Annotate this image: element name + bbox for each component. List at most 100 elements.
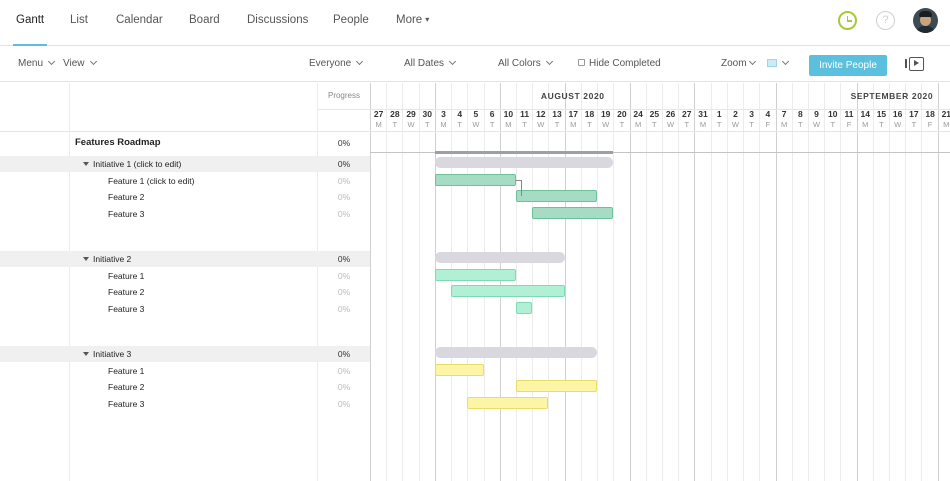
day-number: 29	[406, 109, 416, 119]
row-progress: 0%	[337, 398, 351, 409]
task-bar[interactable]	[532, 206, 614, 219]
hide-completed-toggle[interactable]: Hide Completed	[578, 46, 661, 82]
day-number: 3	[749, 109, 755, 119]
color-swatch	[767, 59, 777, 67]
day-number: 26	[665, 109, 676, 119]
row-progress: 0%	[337, 138, 351, 148]
row-progress: 0%	[337, 287, 351, 298]
task-name[interactable]: Feature 3	[108, 208, 144, 220]
dependency-connector	[515, 179, 521, 181]
day-number: 17	[909, 109, 919, 119]
group-name[interactable]: Initiative 1 (click to edit)	[83, 158, 181, 170]
colors-filter[interactable]: All Colors	[498, 46, 553, 82]
everyone-filter[interactable]: Everyone	[309, 46, 364, 82]
task-name[interactable]: Feature 2	[108, 381, 144, 393]
grid-line	[69, 83, 70, 481]
tab-calendar[interactable]: Calendar	[116, 14, 163, 26]
weekday-letter: T	[911, 120, 917, 129]
task-name[interactable]: Feature 3	[108, 398, 144, 410]
invite-people-button[interactable]: Invite People	[809, 55, 887, 76]
row-label: Feature 3	[108, 398, 145, 409]
project-name[interactable]: Features Roadmap	[75, 137, 161, 149]
grid-line	[565, 83, 566, 481]
color-swatch-dropdown[interactable]	[767, 46, 790, 82]
row-label: Initiative 1 (click to edit)	[93, 159, 182, 170]
weekday-letter: T	[489, 120, 495, 129]
task-bar[interactable]	[515, 380, 598, 393]
weekday-letter: W	[537, 120, 545, 129]
task-bar[interactable]	[451, 285, 565, 298]
task-name[interactable]: Feature 3	[108, 303, 144, 315]
task-bar[interactable]	[434, 173, 516, 186]
dates-filter[interactable]: All Dates	[404, 46, 457, 82]
task-bar[interactable]	[467, 396, 549, 409]
tab-board[interactable]: Board	[189, 14, 220, 26]
group-summary-bar[interactable]	[434, 157, 614, 169]
help-icon[interactable]: ?	[876, 11, 895, 30]
day-number: 17	[568, 109, 578, 119]
grid-line	[402, 83, 403, 481]
day-number: 8	[797, 109, 803, 119]
collapse-triangle-icon[interactable]	[83, 257, 89, 262]
header-divider	[318, 109, 950, 110]
row-label: Initiative 3	[93, 349, 132, 360]
group-name[interactable]: Initiative 2	[83, 253, 131, 265]
task-name[interactable]: Feature 1	[108, 365, 144, 377]
day-number: 16	[892, 109, 903, 119]
chevron-down-icon	[356, 57, 364, 66]
tab-list[interactable]: List	[70, 14, 88, 26]
chevron-down-icon	[781, 57, 790, 66]
collapse-triangle-icon[interactable]	[83, 352, 89, 357]
tab-people[interactable]: People	[333, 14, 369, 26]
weekday-letter: W	[731, 120, 739, 129]
clock-icon[interactable]	[838, 11, 857, 30]
group-name[interactable]: Initiative 3	[83, 348, 131, 360]
task-name[interactable]: Feature 1 (click to edit)	[108, 175, 194, 187]
task-bar[interactable]	[515, 301, 533, 314]
grid-line	[581, 83, 582, 481]
day-column-header: 14 M	[857, 109, 873, 130]
dependency-connector	[520, 179, 522, 197]
avatar[interactable]	[913, 8, 938, 33]
row-progress: 0%	[337, 365, 351, 376]
grid-line	[792, 83, 793, 481]
grid-line	[532, 83, 533, 481]
tab-gantt[interactable]: Gantt	[12, 0, 48, 46]
row-label: Feature 1	[108, 365, 145, 376]
grid-line	[808, 83, 809, 481]
group-summary-bar[interactable]	[434, 252, 565, 264]
task-bar[interactable]	[434, 363, 484, 376]
grid-line	[646, 83, 647, 481]
everyone-label: Everyone	[309, 58, 352, 69]
group-summary-bar[interactable]	[434, 347, 598, 359]
day-number: 30	[422, 109, 432, 119]
hide-completed-checkbox[interactable]	[578, 59, 585, 66]
row-progress: 0%	[337, 208, 351, 219]
weekday-letter: T	[554, 120, 560, 129]
collapse-triangle-icon[interactable]	[83, 162, 89, 167]
task-name[interactable]: Feature 2	[108, 286, 144, 298]
weekday-letter: T	[879, 120, 884, 129]
zoom-label: Zoom	[721, 58, 747, 69]
weekday-letter: T	[749, 120, 754, 129]
task-name[interactable]: Feature 1	[108, 270, 144, 282]
view-dropdown[interactable]: View	[63, 46, 97, 82]
project-summary-bar[interactable]	[434, 151, 614, 154]
chevron-down-icon	[545, 57, 553, 66]
grid-line	[317, 83, 318, 481]
present-icon[interactable]	[905, 57, 924, 71]
day-number: 11	[520, 109, 530, 119]
weekday-letter: T	[392, 120, 398, 129]
weekday-letter: T	[652, 120, 657, 129]
grid-line	[419, 83, 420, 481]
grid-line	[662, 83, 663, 481]
zoom-dropdown[interactable]: Zoom	[721, 46, 756, 82]
tab-more[interactable]: More ▾	[396, 0, 429, 46]
task-bar[interactable]	[434, 268, 516, 281]
task-bar[interactable]	[515, 190, 598, 203]
task-name[interactable]: Feature 2	[108, 191, 144, 203]
menu-dropdown[interactable]: Menu	[18, 46, 56, 82]
tab-discussions[interactable]: Discussions	[247, 14, 309, 26]
weekday-letter: W	[667, 120, 675, 129]
